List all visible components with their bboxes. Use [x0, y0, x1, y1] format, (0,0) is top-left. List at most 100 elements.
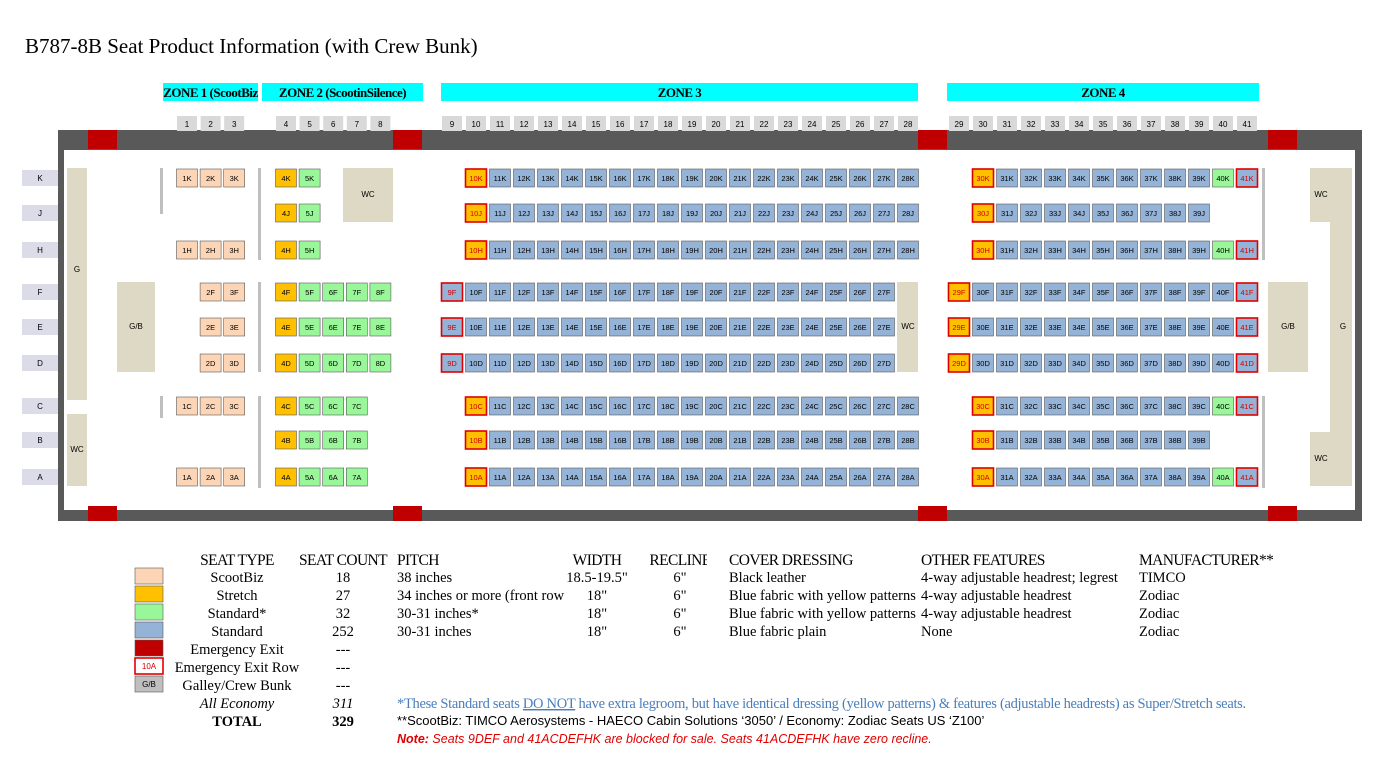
seat-label: 18C	[661, 402, 675, 411]
column-number: 16	[616, 120, 625, 129]
seat-label: 7A	[352, 473, 361, 482]
seat-label: 13J	[542, 209, 554, 218]
legend-swatch	[134, 621, 164, 639]
seat-label: 19F	[686, 288, 699, 297]
column-number: 34	[1075, 120, 1084, 129]
bulkheads	[160, 168, 1265, 488]
seat-label: 10E	[469, 323, 482, 332]
column-number: 33	[1051, 120, 1060, 129]
seat-label: 3C	[229, 402, 239, 411]
column-box	[874, 116, 894, 131]
seat	[897, 203, 919, 223]
facility-label: G/B	[1281, 322, 1295, 331]
seat	[705, 168, 727, 188]
seat	[464, 168, 488, 188]
row-box	[22, 319, 58, 335]
seat	[657, 396, 679, 416]
seat	[849, 282, 871, 302]
seat-label: 6D	[328, 359, 338, 368]
seat-label: 36F	[1121, 288, 1134, 297]
seat-label: 1C	[182, 402, 192, 411]
seat-label: 23H	[781, 246, 795, 255]
seat	[609, 430, 631, 450]
seat	[657, 317, 679, 337]
row-letter: B	[37, 436, 42, 445]
seat	[440, 317, 464, 337]
column-box	[826, 116, 846, 131]
seat-label: 4K	[281, 174, 290, 183]
seat-label: 13K	[541, 174, 554, 183]
seat-label: 36C	[1120, 402, 1134, 411]
column-number: 3	[232, 120, 237, 129]
seat	[825, 430, 847, 450]
seat	[681, 353, 703, 373]
facility	[1330, 168, 1352, 486]
seat	[1140, 282, 1162, 302]
seat-label: 11H	[493, 246, 506, 255]
seat	[369, 353, 392, 373]
seat	[1212, 317, 1234, 337]
legend-swatch	[134, 675, 164, 693]
column-number: 40	[1219, 120, 1228, 129]
column-box	[973, 116, 993, 131]
seat-label: 23D	[781, 359, 795, 368]
seat	[873, 396, 895, 416]
seat-label: 17A	[637, 473, 650, 482]
column-box	[802, 116, 822, 131]
seat-label: 26J	[854, 209, 866, 218]
seat-label: 19H	[685, 246, 699, 255]
row-box	[22, 284, 58, 300]
seat-label: 6C	[328, 402, 338, 411]
seat	[849, 396, 871, 416]
seat	[1020, 353, 1042, 373]
seat-label: 16A	[613, 473, 626, 482]
seat	[585, 282, 607, 302]
seat	[681, 430, 703, 450]
legend-cell: 18	[336, 570, 351, 586]
seat-label: 39E	[1192, 323, 1205, 332]
seat	[561, 396, 583, 416]
footnote-part: DO NOT	[523, 696, 576, 712]
seat-label: 8F	[376, 288, 385, 297]
column-box	[323, 116, 344, 131]
legend-header: MANUFACTURER**	[1139, 552, 1274, 569]
seat	[1116, 396, 1138, 416]
seat	[199, 467, 222, 487]
seat-label: 11C	[493, 402, 507, 411]
legend-cell: Standard	[211, 624, 263, 640]
seat-label: 23J	[782, 209, 794, 218]
seat	[1164, 240, 1186, 260]
seat-label: 33D	[1048, 359, 1062, 368]
seat-label: 34H	[1072, 246, 1086, 255]
column-box	[224, 116, 245, 131]
zone-label: ZONE 3	[658, 85, 703, 100]
seat	[1044, 240, 1066, 260]
legend-cell: 34 inches or more (front row	[397, 588, 565, 604]
seat	[849, 240, 871, 260]
seat-label: 15C	[589, 402, 603, 411]
seat-label: 7D	[352, 359, 362, 368]
seat	[1212, 240, 1234, 260]
seat	[298, 353, 321, 373]
seat	[1068, 317, 1090, 337]
seat	[729, 282, 751, 302]
seat-label: 11D	[493, 359, 507, 368]
seat-label: 16H	[613, 246, 627, 255]
seat-label: 12B	[517, 436, 530, 445]
seat	[199, 396, 222, 416]
seat-label: 8D	[376, 359, 386, 368]
seat-label: 16C	[613, 402, 627, 411]
column-number: 11	[496, 120, 505, 129]
legend-cell: Standard*	[208, 606, 267, 622]
seat-label: 32K	[1024, 174, 1037, 183]
seat-label: 36J	[1121, 209, 1133, 218]
seat-label: 3F	[230, 288, 239, 297]
seat-label: 31F	[1001, 288, 1014, 297]
column-number: 36	[1123, 120, 1132, 129]
seat	[298, 430, 321, 450]
seat-label: 34B	[1072, 436, 1085, 445]
seat	[753, 430, 775, 450]
row-letter: K	[37, 174, 43, 183]
seat-label: 26F	[854, 288, 867, 297]
column-box	[1021, 116, 1041, 131]
